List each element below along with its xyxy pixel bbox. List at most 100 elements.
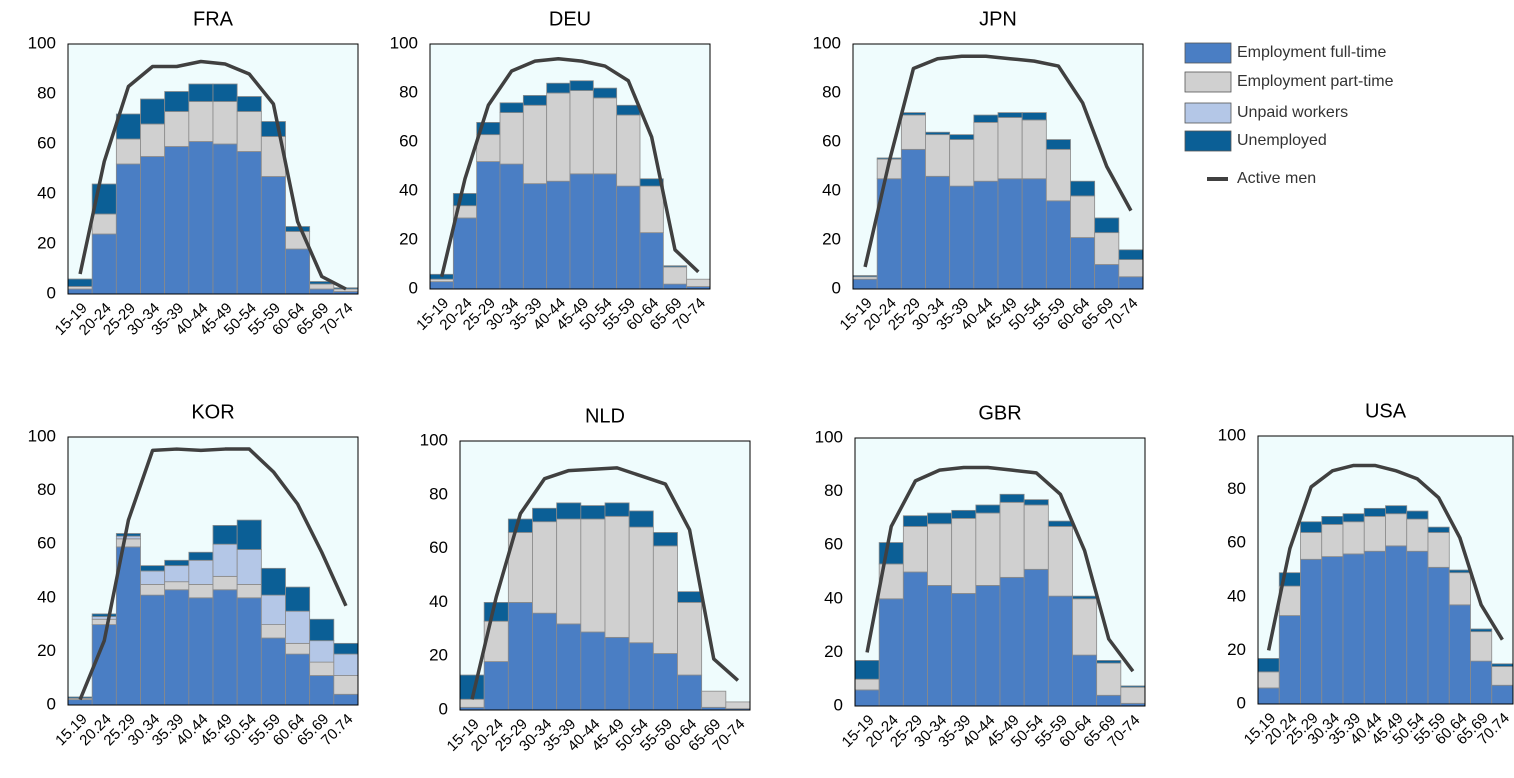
bar-segment [902,526,928,573]
bar-segment [975,512,1001,586]
bar-segment [188,101,214,142]
bar-segment [604,636,630,711]
y-tick-label: 80 [429,484,448,503]
bar-segment [686,278,711,287]
bar-segment [309,661,335,676]
bar-segment [639,178,664,187]
y-tick-label: 40 [822,180,841,199]
plot-border [854,437,1146,707]
bar-segment [951,509,977,519]
bar-segment [140,570,166,585]
line-series [1266,463,1504,651]
bar-segment [236,597,262,706]
bar-segment [927,585,953,707]
bar-segment [975,585,1001,707]
plot-border [67,436,359,706]
bar-segment [580,505,606,520]
bar-segment [1448,604,1471,705]
bar-segment [260,624,286,639]
bar-segment [522,95,548,106]
bar-segment [164,581,190,591]
bar-segment [1023,499,1049,506]
bar-segment [1118,259,1144,278]
bar-segment [188,83,214,102]
bar-segment [975,504,1001,514]
bar-segment [285,642,311,655]
bar-segment [927,512,953,525]
bar-segment [949,139,975,187]
bar-segment [236,549,262,585]
bar-segment [1094,264,1120,290]
y-tick-label: 20 [429,646,448,665]
bar-segment [1118,276,1144,290]
bar-segment [115,163,141,295]
plot-border [459,440,751,711]
bar-segment [1470,660,1493,705]
chart-title: USA [1365,400,1407,422]
bar-segment [1257,658,1280,673]
y-tick-label: 80 [1227,479,1246,498]
y-tick-label: 80 [37,480,56,499]
bar-segment [556,502,582,520]
bar-segment [212,575,238,591]
bar-segment [662,283,688,290]
bar-segment [115,538,141,548]
bar-segment [67,288,93,295]
bar-segment [532,612,558,711]
bar-segment [1300,521,1323,533]
bar-segment [522,183,548,290]
bar-segment [878,542,904,565]
bar-segment [1072,595,1098,600]
y-tick-label: 20 [37,233,56,252]
y-tick-label: 80 [37,83,56,102]
y-tick-label: 100 [813,33,841,52]
bar-segment [677,602,703,676]
bar-segment [140,123,166,157]
bar-segment [476,134,501,162]
bar-segment [1342,521,1365,555]
y-tick-label: 40 [1227,586,1246,605]
bar-segment [628,526,654,644]
y-tick-label: 60 [824,535,843,554]
line-series [863,54,1133,268]
y-tick-label: 20 [399,229,418,248]
bar-segment [309,640,335,663]
bar-segment [1363,550,1386,705]
bar-segment [556,518,582,625]
bar-segment [973,114,999,123]
bar-segment [452,217,478,290]
bar-segment [592,87,618,99]
bar-segment [285,248,311,295]
y-tick-label: 100 [390,33,418,52]
bar-segment [1120,685,1146,688]
bar-segment [1257,671,1280,689]
bar-segment [1045,139,1071,150]
bar-segment [164,146,190,295]
bar-segment [1021,119,1047,180]
bar-segment [878,598,904,707]
y-tick-label: 0 [47,694,56,713]
bar-segment [1406,510,1429,520]
bar-segment [546,92,571,182]
bar-segment [628,642,654,711]
bar-segment [1470,628,1493,633]
bar-segment [507,602,533,711]
bar-segment [1427,566,1450,705]
bar-segment [212,543,238,577]
bar-segment [854,660,880,680]
bar-segment [1120,686,1146,704]
plot-border [429,43,711,290]
y-tick-label: 100 [815,427,843,446]
bar-segment [212,589,238,706]
legend-label: Employment full-time [1237,44,1386,61]
y-tick-label: 0 [834,695,843,714]
y-tick-label: 40 [429,592,448,611]
bar-segment [1491,663,1514,667]
y-tick-label: 60 [399,131,418,150]
bar-segment [452,193,478,207]
bar-segment [188,551,214,561]
bar-segment [652,653,678,711]
bar-segment [1023,504,1049,570]
bar-segment [999,576,1025,707]
bar-segment [1021,112,1047,121]
